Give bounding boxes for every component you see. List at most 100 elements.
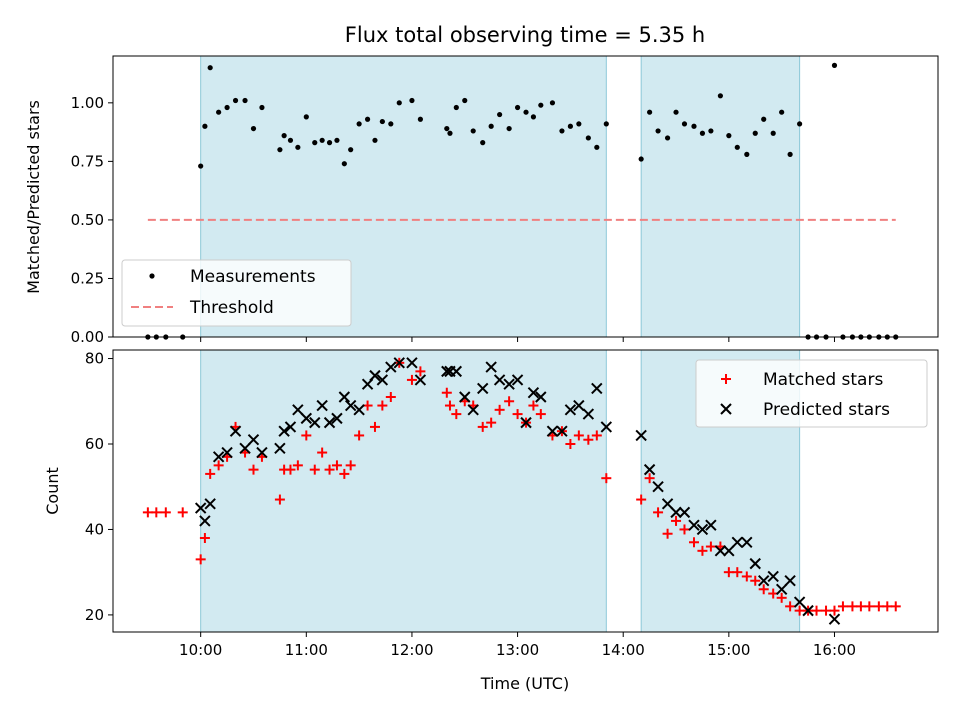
predicted-star-point bbox=[582, 408, 595, 420]
y-tick-label: 80 bbox=[85, 350, 104, 368]
x-marker-b bbox=[300, 412, 313, 425]
predicted-star-point bbox=[199, 515, 211, 527]
measurement-point bbox=[417, 116, 423, 122]
x-marker-b bbox=[757, 575, 770, 587]
predicted-star-point bbox=[828, 613, 841, 625]
matched-star-point bbox=[406, 374, 417, 385]
measurement-point bbox=[549, 100, 556, 106]
predicted-star-point bbox=[300, 412, 313, 425]
y-tick-label: 0.75 bbox=[71, 152, 104, 170]
matched-star-point bbox=[847, 601, 858, 612]
measurement-point bbox=[232, 97, 239, 104]
measurement-point bbox=[673, 109, 679, 115]
x-marker-b bbox=[784, 575, 796, 587]
predicted-star-point bbox=[274, 442, 286, 454]
matched-star-point bbox=[528, 400, 539, 411]
measurement-point bbox=[470, 128, 476, 134]
matched-star-point bbox=[160, 507, 171, 518]
measurement-point bbox=[356, 121, 362, 127]
top-y-ticks: 0.00 0.25 0.50 0.75 1.00 bbox=[71, 94, 113, 346]
measurement-point bbox=[594, 144, 600, 150]
predicted-star-point bbox=[678, 506, 691, 519]
predicted-star-point bbox=[775, 583, 788, 595]
x-tick-label: 16:00 bbox=[813, 641, 856, 659]
measurement-point bbox=[779, 109, 785, 115]
measurement-point bbox=[388, 121, 394, 127]
predicted-star-point bbox=[535, 391, 547, 403]
matched-star-point bbox=[636, 494, 647, 505]
matched-star-point bbox=[248, 464, 259, 475]
x-marker-b bbox=[247, 434, 260, 446]
measurement-point bbox=[726, 133, 732, 139]
x-marker-b bbox=[199, 515, 211, 527]
x-marker-b bbox=[564, 404, 577, 416]
matched-star-point bbox=[142, 507, 153, 518]
matched-star-point bbox=[213, 460, 224, 471]
predicted-star-point bbox=[344, 399, 357, 412]
matched-star-point bbox=[732, 567, 743, 578]
x-marker-b bbox=[775, 583, 788, 595]
top-y-axis-label: Matched/Predicted stars bbox=[24, 100, 43, 294]
measurement-point bbox=[717, 93, 723, 99]
matched-star-point bbox=[697, 545, 708, 556]
predicted-star-point bbox=[591, 382, 603, 395]
x-marker-b bbox=[406, 357, 418, 369]
x-tick-label: 12:00 bbox=[390, 641, 433, 659]
predicted-star-point bbox=[784, 575, 796, 587]
matched-star-point bbox=[504, 396, 515, 407]
y-tick-label: 40 bbox=[85, 520, 104, 538]
x-marker-b bbox=[274, 442, 286, 454]
x-marker-b bbox=[731, 536, 744, 548]
predicted-star-point bbox=[749, 557, 761, 570]
x-tick-label: 11:00 bbox=[285, 641, 328, 659]
predicted-star-point bbox=[688, 519, 700, 531]
predicted-star-point bbox=[696, 523, 709, 536]
measurement-point bbox=[488, 123, 494, 129]
predicted-star-point bbox=[338, 391, 351, 403]
x-marker-b bbox=[393, 357, 405, 369]
x-tick-label: 10:00 bbox=[179, 641, 222, 659]
matched-star-point bbox=[679, 524, 690, 535]
matched-star-point bbox=[573, 430, 584, 441]
predicted-star-point bbox=[503, 378, 515, 390]
x-marker-b bbox=[239, 442, 251, 454]
y-tick-label: 20 bbox=[85, 606, 104, 624]
x-marker-b bbox=[414, 374, 427, 386]
matched-star-point bbox=[811, 605, 822, 616]
x-marker-b bbox=[278, 425, 290, 437]
predicted-star-point bbox=[316, 399, 328, 412]
measurement-point bbox=[444, 125, 450, 132]
matched-star-point bbox=[653, 507, 664, 518]
measurement-point bbox=[259, 104, 265, 111]
y-tick-label: 0.00 bbox=[71, 328, 104, 346]
predicted-star-point bbox=[600, 421, 613, 433]
measurement-point bbox=[462, 97, 468, 104]
predicted-star-point bbox=[802, 604, 814, 617]
measurement-point bbox=[744, 151, 750, 157]
predicted-star-point bbox=[661, 498, 674, 510]
matched-star-point bbox=[205, 468, 216, 479]
predicted-star-point bbox=[323, 416, 336, 429]
measurement-point bbox=[523, 109, 529, 115]
measurement-point bbox=[770, 130, 776, 136]
predicted-star-point bbox=[221, 446, 233, 459]
matched-star-point bbox=[292, 460, 303, 471]
x-marker-b bbox=[467, 404, 479, 416]
predicted-star-point bbox=[239, 442, 251, 454]
measurement-point bbox=[734, 144, 740, 150]
measurement-point bbox=[761, 116, 767, 122]
bottom-y-axis-label: Count bbox=[43, 467, 62, 515]
predicted-star-point bbox=[556, 425, 568, 437]
matched-star-point bbox=[377, 400, 388, 411]
matched-star-point bbox=[444, 400, 455, 411]
x-marker-b bbox=[369, 369, 381, 382]
x-marker-b bbox=[582, 408, 595, 420]
matched-star-point bbox=[369, 421, 380, 432]
measurement-point bbox=[538, 102, 544, 108]
measurement-point bbox=[207, 65, 213, 71]
x-marker-b bbox=[520, 416, 532, 429]
measurement-point bbox=[708, 128, 714, 134]
x-marker-b bbox=[344, 399, 357, 412]
y-tick-label: 60 bbox=[85, 435, 104, 453]
matched-star-point bbox=[199, 533, 210, 543]
